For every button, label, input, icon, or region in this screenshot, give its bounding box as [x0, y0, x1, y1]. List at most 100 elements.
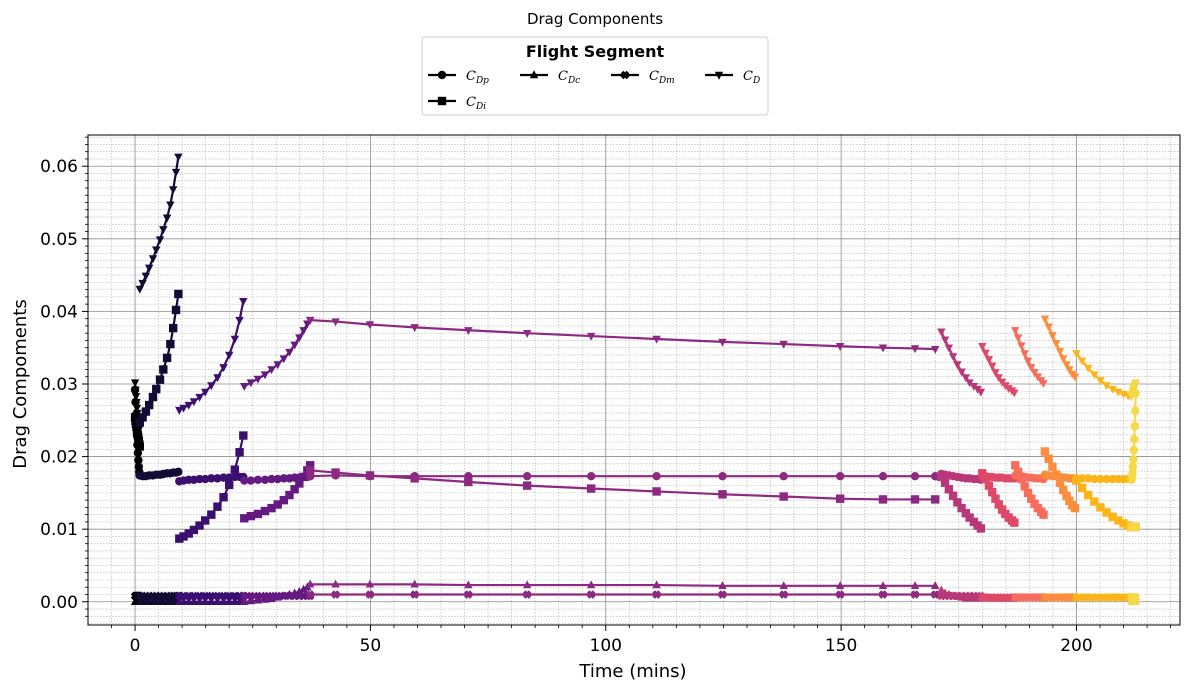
legend-marker — [529, 70, 539, 79]
x-axis-title: Time (mins) — [578, 661, 686, 682]
cdp-point — [132, 431, 142, 440]
cd-point — [144, 264, 154, 273]
cd-point — [1011, 327, 1020, 335]
cdp-point — [207, 474, 216, 483]
cd-point — [168, 186, 178, 195]
cdc-point — [910, 581, 920, 589]
cd-point — [171, 168, 181, 177]
cdi-point — [213, 502, 222, 511]
cd-point — [189, 398, 199, 407]
cdm-point — [835, 590, 845, 599]
y-tick-label: 0.04 — [40, 302, 78, 322]
cdm-point — [522, 590, 532, 599]
cdp-point — [1131, 406, 1140, 416]
cd-point — [179, 404, 188, 413]
cd-point — [290, 341, 299, 350]
x-tick-label: 100 — [590, 636, 622, 656]
cd-point — [1023, 357, 1033, 366]
cdc-point — [1096, 592, 1105, 601]
legend-label-subscript: Dm — [658, 76, 675, 86]
cdp-point — [1128, 462, 1138, 471]
cdp-point — [174, 467, 183, 477]
cdp-point — [133, 440, 142, 450]
cdc-point — [835, 581, 845, 589]
cdi-point — [171, 305, 181, 315]
cd-point — [174, 153, 183, 162]
cdc-point — [365, 579, 375, 588]
cdi-point — [1020, 482, 1029, 491]
cd-point — [1065, 366, 1074, 375]
x-tick-label: 0 — [130, 636, 141, 656]
cdi-point — [944, 485, 954, 494]
cd-point — [295, 334, 304, 343]
legend-marker — [714, 71, 724, 80]
cdc-point — [522, 580, 532, 589]
cd-point — [1044, 323, 1053, 332]
cdp-point — [134, 456, 143, 465]
legend-label-subscript: Di — [475, 102, 486, 112]
cdi-point — [910, 495, 920, 504]
cd-point — [166, 201, 175, 210]
cdi-point — [464, 477, 473, 487]
legend-label-subscript: Dc — [567, 76, 580, 86]
y-tick-label: 0.02 — [40, 448, 78, 468]
cdp-point — [240, 476, 249, 485]
cdi-point — [1102, 508, 1111, 517]
cd-point — [138, 279, 147, 288]
cdp-point — [1102, 474, 1111, 484]
cdi-point — [166, 339, 175, 349]
y-axis-title: Drag Compoments — [10, 299, 31, 468]
cd-point — [131, 386, 140, 395]
cdp-point — [464, 471, 473, 481]
cd-point — [132, 404, 142, 413]
cdi-point — [290, 485, 299, 494]
cdm-point — [410, 590, 419, 599]
cdi-point — [878, 495, 888, 504]
legend-box — [421, 36, 769, 116]
cdi-point — [835, 494, 845, 503]
cd-point — [1131, 379, 1140, 388]
cdi-point — [260, 506, 270, 516]
cdm-point — [207, 591, 216, 601]
cdi-point — [162, 353, 172, 363]
cdm-point — [930, 590, 940, 599]
cdp-line — [310, 474, 936, 478]
x-tick-label: 150 — [825, 636, 857, 656]
cdp-point — [305, 471, 315, 481]
flight-segment-5 — [305, 316, 940, 599]
cdi-point — [1048, 462, 1057, 471]
cdp-point — [410, 471, 419, 481]
cd-point — [1030, 369, 1039, 378]
legend-label-subscript: Dp — [475, 76, 489, 86]
cd-point — [219, 364, 228, 372]
flight-segment-11 — [1127, 379, 1141, 605]
cdi-point — [1062, 491, 1071, 500]
y-tick-label: 0.03 — [40, 375, 78, 395]
cdi-point — [1090, 497, 1099, 506]
cdc-point — [1102, 592, 1111, 601]
cd-point — [195, 393, 204, 402]
cdi-point — [1065, 496, 1074, 506]
cd-point — [1077, 357, 1087, 366]
cdp-point — [652, 471, 661, 481]
cdp-point — [267, 474, 276, 484]
cdp-point — [1129, 455, 1138, 464]
cd-point — [940, 336, 950, 345]
cdm-point — [878, 590, 888, 599]
legend-title: Flight Segment — [526, 42, 665, 61]
cdi-point — [1023, 488, 1033, 498]
cdp-point — [1096, 474, 1105, 484]
cdi-point — [1131, 522, 1140, 532]
cdp-point — [260, 475, 270, 485]
cdc-point — [931, 581, 940, 589]
cdi-point — [976, 524, 986, 533]
cd-point — [184, 401, 193, 410]
cd-point — [981, 349, 990, 358]
cdi-point — [652, 487, 661, 496]
cdp-point — [213, 474, 222, 483]
cdc-point — [1090, 592, 1099, 601]
legend-marker — [437, 96, 447, 106]
cdi-point — [253, 509, 263, 519]
flight-segment-6 — [937, 328, 986, 602]
